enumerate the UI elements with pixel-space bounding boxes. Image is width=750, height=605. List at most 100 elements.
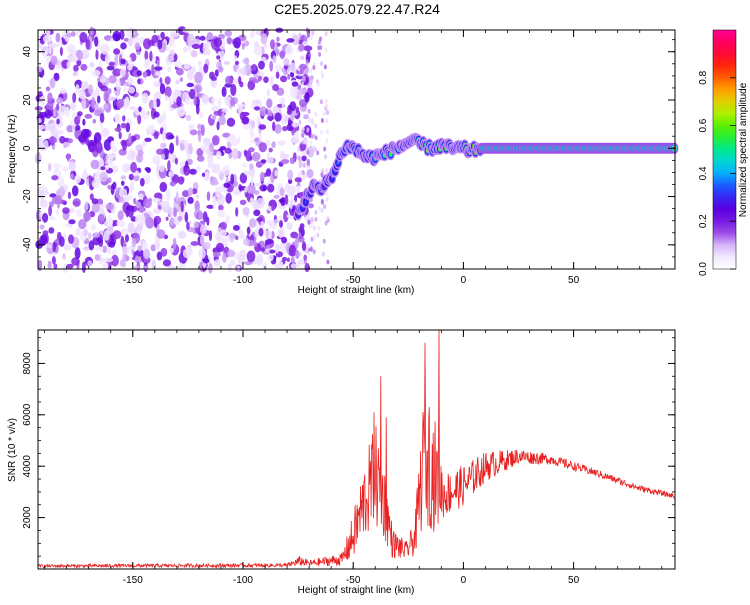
noise-blob [107, 96, 117, 102]
noise-blob [164, 86, 172, 98]
noise-blob [254, 229, 260, 238]
noise-blob [192, 38, 201, 45]
noise-blob [243, 170, 251, 176]
noise-blob [306, 158, 311, 167]
noise-blob [106, 65, 115, 71]
noise-blob [251, 99, 261, 105]
noise-blob [314, 111, 318, 117]
noise-blob [102, 262, 109, 270]
noise-blob [287, 73, 291, 80]
noise-blob [263, 76, 269, 83]
noise-blob [119, 188, 128, 199]
noise-blob [160, 31, 165, 39]
noise-blob [266, 88, 271, 97]
noise-blob [200, 144, 209, 152]
noise-blob [151, 64, 155, 76]
figure-title: C2E5.2025.079.22.47.R24 [274, 1, 440, 17]
noise-blob [325, 138, 329, 144]
noise-blob [95, 49, 99, 60]
noise-blob [224, 147, 232, 154]
noise-blob [203, 242, 211, 250]
noise-blob [239, 230, 244, 239]
noise-blob [291, 34, 300, 46]
noise-blob [83, 168, 88, 178]
noise-blob [138, 106, 142, 112]
noise-blob [139, 205, 145, 214]
noise-blob [48, 205, 52, 217]
noise-blob [92, 236, 101, 246]
noise-blob [272, 55, 277, 63]
noise-blob [99, 246, 104, 252]
noise-blob [153, 98, 157, 110]
noise-blob [134, 42, 141, 51]
noise-blob [120, 58, 126, 65]
noise-blob [260, 220, 264, 231]
noise-blob [168, 134, 175, 140]
noise-blob [295, 250, 300, 259]
colorbar-ticks: 0.0 0.2 0.4 0.6 0.8 [698, 70, 736, 276]
noise-blob [43, 139, 49, 150]
noise-blob [189, 168, 197, 175]
noise-blob [130, 161, 138, 173]
noise-blob [304, 172, 308, 178]
noise-blob [269, 75, 274, 88]
noise-blob [297, 262, 301, 268]
noise-blob [128, 86, 135, 94]
noise-blob [249, 197, 254, 206]
noise-blob [182, 248, 192, 259]
noise-blob [121, 245, 131, 256]
noise-blob [136, 70, 142, 77]
noise-blob [218, 204, 224, 211]
noise-blob [37, 138, 44, 150]
y-tick-label: -20 [22, 189, 33, 204]
noise-blob [325, 118, 329, 124]
noise-blob [129, 180, 135, 192]
noise-blob [249, 131, 255, 138]
noise-blob [42, 212, 49, 223]
noise-blob [66, 153, 70, 162]
noise-blob [50, 55, 58, 66]
noise-blob [324, 31, 328, 37]
noise-blob [244, 57, 250, 65]
noise-blob [176, 96, 182, 107]
noise-blob [224, 30, 233, 37]
noise-blob [286, 257, 290, 263]
noise-blob [251, 120, 255, 129]
noise-blob [320, 118, 324, 123]
noise-blob [125, 234, 129, 243]
noise-blob [322, 238, 326, 244]
noise-blob [260, 33, 268, 45]
noise-blob [307, 51, 311, 57]
noise-blob [129, 106, 136, 111]
noise-blob [48, 216, 56, 221]
noise-blob [213, 110, 221, 116]
noise-blob [220, 221, 228, 230]
noise-blob [143, 248, 151, 260]
x-tick-label: -50 [346, 275, 361, 286]
noise-blob [223, 60, 230, 65]
noise-blob [306, 127, 310, 133]
noise-blob [94, 36, 99, 47]
noise-blob [216, 55, 221, 60]
noise-blob [119, 68, 126, 77]
noise-blob [203, 63, 209, 74]
noise-blob [234, 60, 240, 65]
noise-blob [267, 116, 274, 121]
spectrogram-y-ticks: -40 -20 0 20 40 [22, 39, 675, 270]
noise-blob [266, 98, 273, 109]
noise-blob [64, 106, 70, 118]
ridge-mark [389, 152, 393, 156]
noise-blob [324, 47, 328, 53]
noise-blob [89, 62, 95, 68]
noise-blob [227, 249, 235, 258]
y-tick-label: 40 [22, 46, 33, 58]
noise-blob [155, 98, 161, 108]
noise-blob [169, 180, 176, 187]
noise-blob [128, 36, 134, 47]
noise-blob [215, 242, 225, 252]
noise-blob [242, 124, 251, 130]
x-tick-label: -50 [346, 575, 361, 586]
noise-blob [242, 163, 248, 168]
noise-blob [275, 71, 280, 79]
noise-blob [55, 32, 61, 43]
